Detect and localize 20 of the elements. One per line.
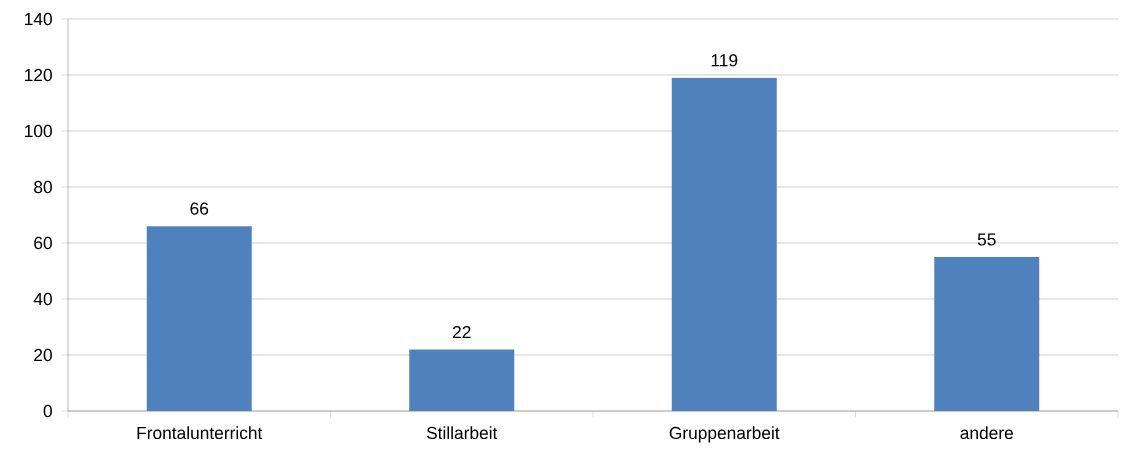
y-tick-label: 60	[34, 236, 52, 250]
y-tick-label: 100	[25, 124, 52, 138]
x-tick-label: Stillarbeit	[426, 426, 498, 440]
data-label: 22	[452, 325, 471, 339]
data-label: 119	[711, 54, 738, 67]
x-tick-label: Frontalunterricht	[137, 426, 263, 440]
y-tick-label: 80	[34, 180, 52, 194]
y-tick-label: 0	[43, 404, 52, 418]
x-tick-label: Gruppenarbeit	[669, 426, 780, 443]
bar	[146, 226, 252, 411]
x-tick-label: andere	[960, 426, 1013, 440]
bar	[409, 349, 515, 411]
y-tick-label: 120	[25, 68, 52, 82]
y-tick-label: 140	[25, 12, 52, 26]
y-tick-label: 40	[33, 292, 52, 306]
bar	[671, 77, 777, 411]
y-tick-label: 20	[34, 348, 52, 362]
data-label: 66	[190, 202, 209, 215]
bar	[934, 257, 1040, 411]
data-label: 55	[977, 233, 996, 246]
